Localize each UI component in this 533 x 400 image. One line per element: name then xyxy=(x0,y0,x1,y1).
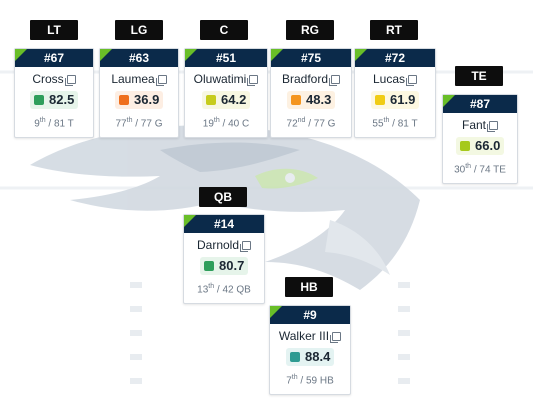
grade-badge: 82.5 xyxy=(30,91,78,109)
position-rank: 55th / 81 T xyxy=(372,117,418,130)
grade-color-square xyxy=(206,95,216,105)
position-label-rg: RG xyxy=(286,20,334,40)
position-rank: 77th / 77 G xyxy=(115,117,163,130)
grade-badge: 61.9 xyxy=(371,91,419,109)
position-label-lt: LT xyxy=(30,20,78,40)
player-card-te[interactable]: #87 Fant 66.0 30th / 74 TE xyxy=(442,94,518,184)
player-name[interactable]: Walker III xyxy=(270,329,350,343)
position-label-lg: LG xyxy=(115,20,163,40)
player-name[interactable]: Fant xyxy=(443,118,517,132)
player-name[interactable]: Darnold xyxy=(184,238,264,252)
grade-color-square xyxy=(34,95,44,105)
player-card-c[interactable]: #51 Oluwatimi 64.2 19th / 40 C xyxy=(184,48,268,138)
seahawks-logo xyxy=(30,125,420,290)
position-label-hb: HB xyxy=(285,277,333,297)
grade-color-square xyxy=(291,95,301,105)
position-rank: 13th / 42 QB xyxy=(197,283,251,296)
jersey-number: #75 xyxy=(271,49,351,67)
copy-icon[interactable] xyxy=(330,332,342,343)
position-rank: 9th / 81 T xyxy=(34,117,74,130)
jersey-number: #14 xyxy=(184,215,264,233)
position-rank: 19th / 40 C xyxy=(202,117,250,130)
grade-badge: 88.4 xyxy=(286,348,334,366)
grade-color-square xyxy=(290,352,300,362)
grade-badge: 80.7 xyxy=(200,257,248,275)
position-label-rt: RT xyxy=(370,20,418,40)
grade-color-square xyxy=(204,261,214,271)
copy-icon[interactable] xyxy=(487,121,498,132)
player-name[interactable]: Laumea xyxy=(100,72,178,86)
player-name[interactable]: Lucas xyxy=(355,72,435,86)
player-name[interactable]: Oluwatimi xyxy=(185,72,267,86)
player-card-lt[interactable]: #67 Cross 82.5 9th / 81 T xyxy=(14,48,94,138)
position-label-te: TE xyxy=(455,66,503,86)
jersey-number: #87 xyxy=(443,95,517,113)
grade-badge: 48.3 xyxy=(287,91,335,109)
position-label-c: C xyxy=(200,20,248,40)
player-card-qb[interactable]: #14 Darnold 80.7 13th / 42 QB xyxy=(183,214,265,304)
copy-icon[interactable] xyxy=(329,75,341,86)
copy-icon[interactable] xyxy=(155,75,167,86)
player-card-hb[interactable]: #9 Walker III 88.4 7th / 59 HB xyxy=(269,305,351,395)
grade-color-square xyxy=(119,95,129,105)
position-label-qb: QB xyxy=(199,187,247,207)
player-card-rt[interactable]: #72 Lucas 61.9 55th / 81 T xyxy=(354,48,436,138)
grade-badge: 66.0 xyxy=(456,137,504,155)
copy-icon[interactable] xyxy=(406,75,418,86)
grade-badge: 36.9 xyxy=(115,91,163,109)
position-rank: 7th / 59 HB xyxy=(286,374,334,387)
jersey-number: #51 xyxy=(185,49,267,67)
jersey-number: #63 xyxy=(100,49,178,67)
grade-color-square xyxy=(460,141,470,151)
copy-icon[interactable] xyxy=(247,75,259,86)
jersey-number: #67 xyxy=(15,49,93,67)
grade-badge: 64.2 xyxy=(202,91,250,109)
copy-icon[interactable] xyxy=(64,75,76,86)
copy-icon[interactable] xyxy=(240,241,252,252)
position-rank: 30th / 74 TE xyxy=(454,163,506,176)
jersey-number: #72 xyxy=(355,49,435,67)
player-card-rg[interactable]: #75 Bradford 48.3 72nd / 77 G xyxy=(270,48,352,138)
player-card-lg[interactable]: #63 Laumea 36.9 77th / 77 G xyxy=(99,48,179,138)
position-rank: 72nd / 77 G xyxy=(286,117,336,130)
player-name[interactable]: Bradford xyxy=(271,72,351,86)
player-name[interactable]: Cross xyxy=(15,72,93,86)
grade-color-square xyxy=(375,95,385,105)
jersey-number: #9 xyxy=(270,306,350,324)
